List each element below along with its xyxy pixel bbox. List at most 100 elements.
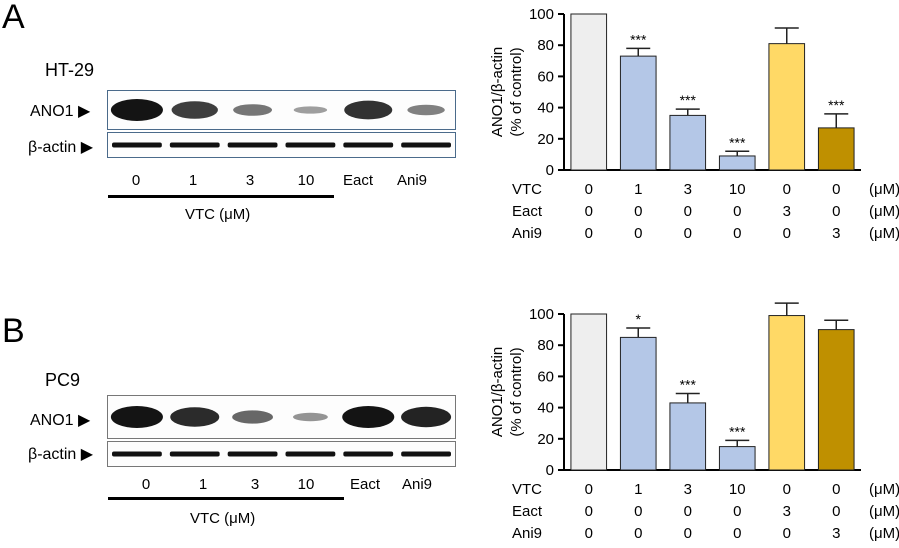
condition-value: 0: [585, 225, 593, 242]
y-tick-label: 80: [537, 37, 554, 54]
ano1-band: [292, 412, 328, 422]
y-tick-label: 20: [537, 131, 554, 148]
y-tick-label: 80: [537, 337, 554, 354]
condition-value: 0: [832, 203, 840, 220]
condition-name: Eact: [512, 203, 543, 220]
ano1-band: [293, 106, 328, 114]
cell-line-label: PC9: [45, 370, 81, 390]
ano1-band: [171, 101, 218, 119]
actin-band: [169, 451, 220, 457]
condition-name: VTC: [512, 181, 542, 198]
condition-name: Ani9: [512, 225, 542, 242]
condition-value: 0: [585, 203, 593, 220]
lane-label: 1: [188, 172, 198, 189]
panel-b: B PC9 ANO1 ▶ β-actin ▶ 0 1 3 10 Eact Ani…: [0, 300, 899, 548]
ano1-band: [170, 407, 220, 427]
y-tick-label: 60: [537, 68, 554, 85]
lane-label: Ani9: [401, 476, 433, 493]
bar: [669, 114, 707, 171]
condition-value: 0: [783, 225, 791, 242]
vtc-label: VTC (μM): [190, 510, 256, 527]
actin-band: [343, 142, 394, 148]
y-tick-label: 60: [537, 368, 554, 385]
lane-label: 10: [297, 172, 315, 189]
panel-letter: A: [2, 0, 25, 36]
y-axis-label: ANO1/β-actin (% of control): [489, 47, 525, 137]
y-tick-label: 0: [546, 462, 554, 479]
bar: [718, 446, 756, 471]
ano1-band: [344, 100, 393, 120]
ano1-band: [342, 406, 395, 428]
condition-unit: (μM): [869, 225, 899, 242]
significance-mark: ***: [729, 134, 746, 150]
bar: [619, 55, 657, 171]
actin-row-label: β-actin ▶: [28, 446, 94, 463]
condition-value: 0: [634, 503, 642, 520]
significance-mark: *: [636, 311, 642, 327]
condition-value: 3: [684, 481, 692, 498]
actin-blot: [107, 132, 456, 158]
lane-label: 3: [250, 476, 260, 493]
vtc-bracket: [108, 497, 344, 500]
significance-mark: ***: [630, 31, 647, 47]
bar-chart: ANO1/β-actin(% of control)020406080100**…: [489, 302, 899, 542]
bar: [570, 13, 608, 171]
condition-value: 0: [585, 181, 593, 198]
condition-value: 3: [832, 225, 840, 242]
bar-chart: ANO1/β-actin(% of control)020406080100**…: [489, 6, 899, 242]
actin-band: [227, 451, 278, 457]
actin-band: [112, 451, 162, 457]
condition-value: 0: [832, 503, 840, 520]
condition-value: 0: [585, 503, 593, 520]
actin-band: [285, 451, 336, 457]
lane-label: Ani9: [396, 172, 428, 189]
actin-blot: [107, 441, 456, 467]
condition-value: 0: [783, 481, 791, 498]
actin-band: [401, 142, 451, 148]
condition-value: 0: [585, 481, 593, 498]
condition-value: 0: [733, 225, 741, 242]
condition-value: 3: [832, 525, 840, 542]
bar: [718, 155, 756, 171]
condition-unit: (μM): [869, 503, 899, 520]
condition-value: 3: [684, 181, 692, 198]
ano1-blot: [107, 90, 456, 130]
lane-label: 0: [141, 476, 151, 493]
condition-value: 0: [733, 525, 741, 542]
condition-value: 0: [634, 525, 642, 542]
y-tick-label: 100: [529, 6, 554, 23]
ano1-band: [233, 104, 273, 116]
condition-value: 0: [832, 181, 840, 198]
ano1-row-label: ANO1 ▶: [30, 412, 91, 429]
bar: [817, 127, 855, 171]
condition-value: 0: [733, 503, 741, 520]
condition-value: 3: [783, 203, 791, 220]
condition-value: 0: [832, 481, 840, 498]
condition-value: 0: [684, 525, 692, 542]
condition-value: 10: [729, 481, 746, 498]
ano1-band: [110, 99, 163, 121]
actin-row-label: β-actin ▶: [28, 139, 94, 156]
ano1-row-label: ANO1 ▶: [30, 103, 91, 120]
condition-value: 0: [733, 203, 741, 220]
significance-mark: ***: [729, 423, 746, 439]
ano1-band: [401, 406, 452, 428]
y-tick-label: 100: [529, 306, 554, 323]
y-tick-label: 0: [546, 162, 554, 179]
condition-value: 0: [783, 525, 791, 542]
ano1-blot: [107, 395, 456, 439]
ano1-band: [407, 104, 445, 116]
condition-value: 10: [729, 181, 746, 198]
condition-unit: (μM): [869, 481, 899, 498]
condition-unit: (μM): [869, 181, 899, 198]
significance-mark: ***: [828, 97, 845, 113]
condition-name: Eact: [512, 503, 543, 520]
panel-a: A HT-29 ANO1 ▶ β-actin ▶ 0 1 3 10 Eact A…: [2, 0, 899, 242]
y-tick-label: 40: [537, 100, 554, 117]
cell-line-label: HT-29: [45, 60, 95, 80]
bar: [669, 402, 707, 471]
bar: [768, 315, 806, 471]
actin-band: [343, 451, 394, 457]
actin-band: [227, 142, 278, 148]
actin-band: [401, 451, 451, 457]
